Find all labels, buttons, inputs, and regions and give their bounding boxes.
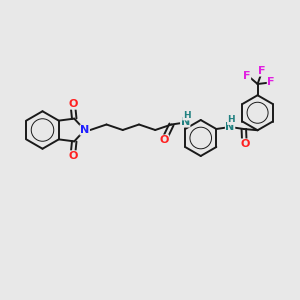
Text: O: O <box>68 99 78 109</box>
Text: O: O <box>159 135 169 145</box>
Text: N: N <box>181 117 190 127</box>
Text: N: N <box>226 122 235 131</box>
Text: F: F <box>243 71 250 81</box>
Text: F: F <box>258 66 266 76</box>
Text: O: O <box>241 139 250 149</box>
Text: N: N <box>80 125 89 135</box>
Text: H: H <box>183 111 190 120</box>
Text: F: F <box>267 77 275 87</box>
Text: O: O <box>68 151 78 161</box>
Text: H: H <box>227 116 235 124</box>
